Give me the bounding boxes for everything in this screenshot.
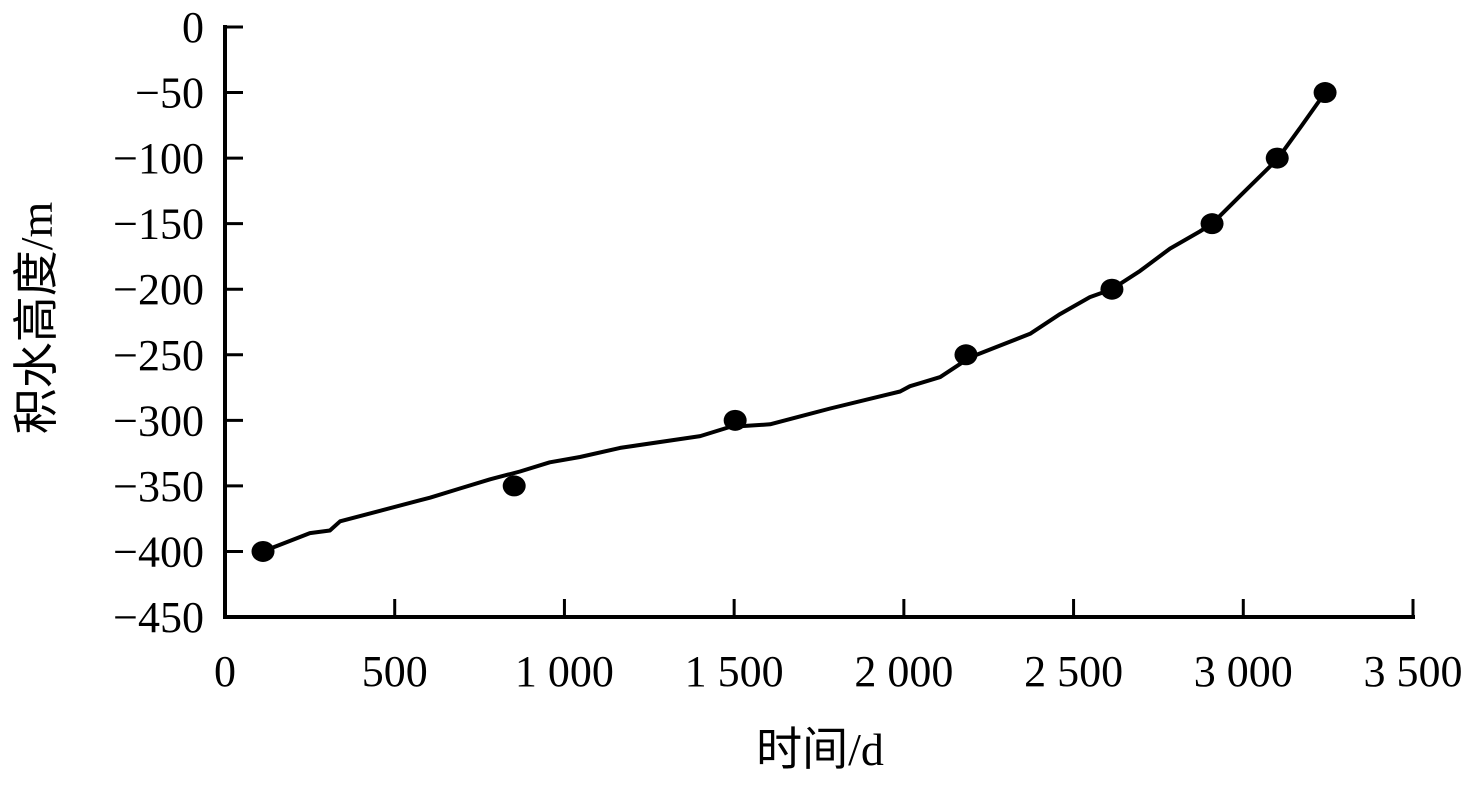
y-tick-label: −250 [113,331,204,380]
axes [223,25,1415,619]
x-tick-label: 2 000 [854,647,953,696]
x-tick-label: 3 000 [1194,647,1293,696]
y-tick-label: −200 [113,265,204,314]
data-point [723,409,747,431]
data-point [1100,278,1124,300]
y-axis-ticks: 0 −50 −100 −150 −200 −250 −300 −350 −400 −450 [113,3,243,642]
x-axis-ticks: 0 500 1 000 1 500 2 000 2 500 3 000 3 500 [214,599,1463,696]
x-tick-label: 500 [362,647,428,696]
y-tick-label: 0 [182,3,204,52]
data-point [1200,213,1224,235]
plot-area [251,82,1337,562]
data-point [954,344,978,366]
y-tick-label: −100 [113,134,204,183]
data-point [1313,82,1337,104]
x-tick-label: 0 [214,647,236,696]
data-point [251,540,275,562]
data-line [262,91,1327,554]
x-tick-label: 3 500 [1364,647,1463,696]
data-point [1265,147,1289,169]
y-tick-label: −350 [113,462,204,511]
data-point [502,475,526,497]
y-tick-label: −150 [113,200,204,249]
y-axis-title: 积水高度/m [11,202,62,435]
x-tick-label: 1 000 [515,647,614,696]
y-tick-label: −400 [113,527,204,576]
y-tick-label: −300 [113,396,204,445]
x-axis-title: 时间/d [756,724,884,775]
x-tick-label: 1 500 [685,647,784,696]
y-tick-label: −450 [113,593,204,642]
x-tick-label: 2 500 [1024,647,1123,696]
y-tick-label: −50 [135,69,204,118]
